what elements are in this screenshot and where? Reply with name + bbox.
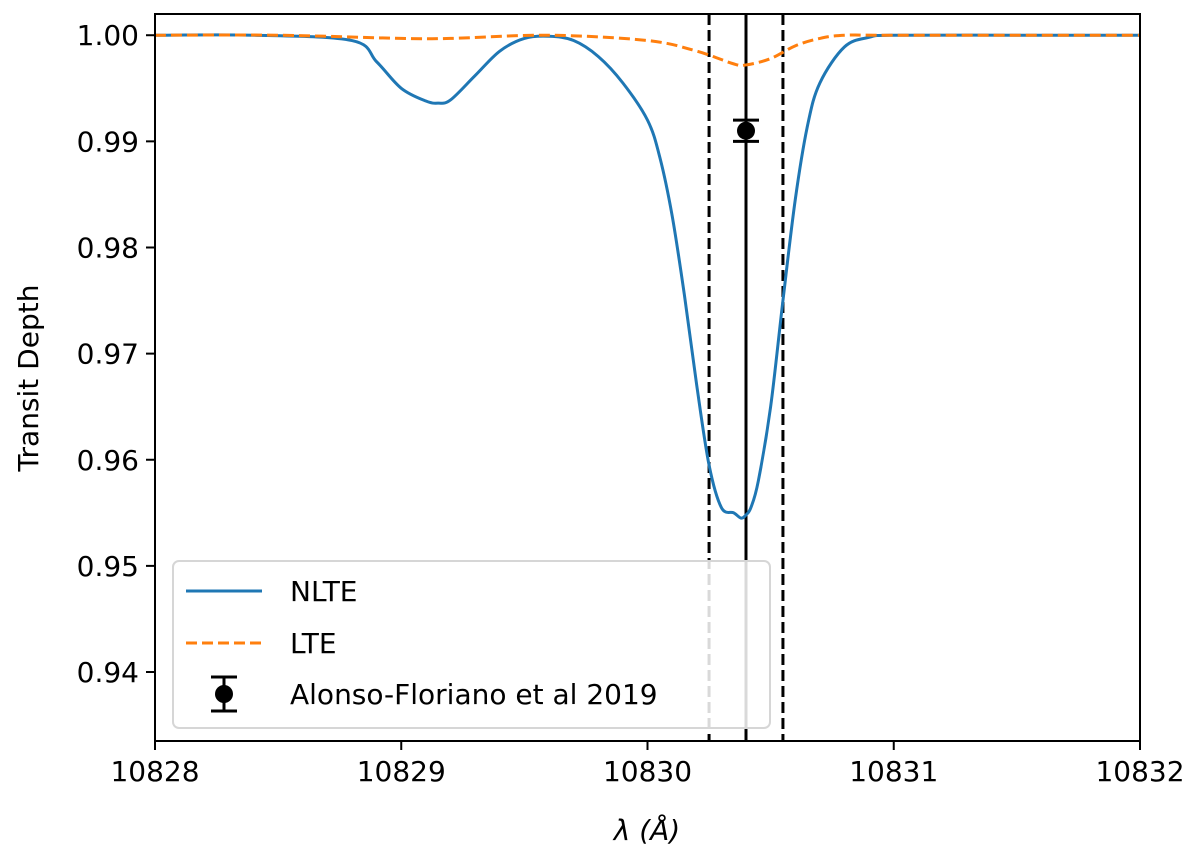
x-tick-label-4: 10832	[1095, 755, 1184, 788]
legend: NLTE LTE Alonso-Floriano et al 2019	[172, 560, 771, 729]
x-tick-label-3: 10831	[849, 755, 938, 788]
series-lines	[155, 33, 1140, 520]
series-lte-line	[155, 33, 1140, 68]
legend-label: LTE	[290, 627, 337, 660]
y-axis-label: Transit Depth	[12, 285, 45, 473]
legend-entry-lte: LTE	[186, 627, 337, 660]
y-tick-label-2: 0.96	[77, 444, 139, 477]
y-tick-label-1: 0.95	[77, 550, 139, 583]
legend-entry-alonso-floriano-et-al-2019: Alonso-Floriano et al 2019	[211, 675, 658, 713]
y-tick-label-0: 0.94	[77, 656, 139, 689]
y-tick-label-5: 0.99	[77, 125, 139, 158]
x-axis-label: λ (Å)	[612, 813, 680, 847]
point-marker	[737, 121, 755, 140]
legend-label: Alonso-Floriano et al 2019	[290, 678, 658, 711]
legend-label: NLTE	[290, 575, 357, 608]
legend-marker	[215, 685, 233, 703]
x-axis-ticks: 10828 10829 10830 10831 10832	[110, 741, 1185, 788]
x-tick-label-0: 10828	[110, 755, 199, 788]
legend-entry-nlte: NLTE	[186, 575, 357, 608]
legend-box	[172, 560, 771, 729]
observed-points	[733, 118, 759, 143]
y-tick-label-3: 0.97	[77, 338, 139, 371]
y-axis-ticks: 0.94 0.95 0.96 0.97 0.98 0.99 1.00	[77, 19, 155, 689]
x-tick-label-1: 10829	[357, 755, 446, 788]
series-nlte-line	[155, 33, 1140, 520]
x-tick-label-2: 10830	[603, 755, 692, 788]
y-tick-label-4: 0.98	[77, 231, 139, 264]
y-tick-label-6: 1.00	[77, 19, 139, 52]
point-alonso-floriano-et-al-2019	[733, 118, 759, 143]
